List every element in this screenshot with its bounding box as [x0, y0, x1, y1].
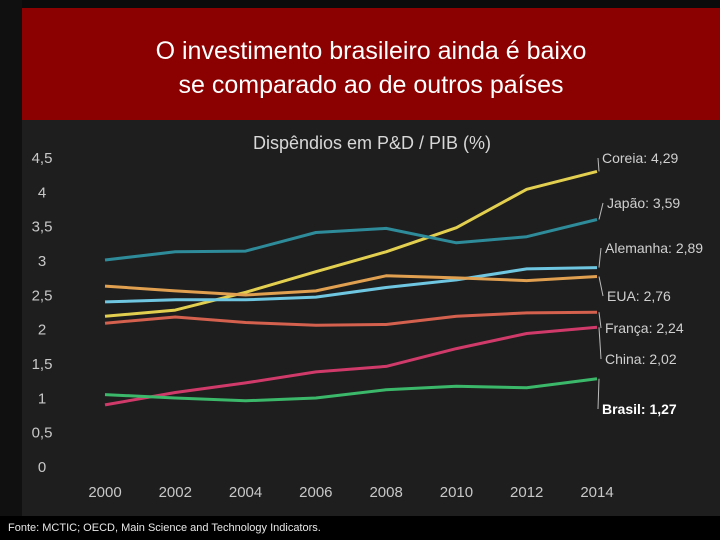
y-tick-label: 4 — [38, 184, 46, 201]
series-line-china — [104, 325, 598, 407]
connector-franca — [598, 312, 602, 329]
connector-coreia — [597, 157, 600, 172]
chart-title: Dispêndios em P&D / PIB (%) — [253, 133, 491, 153]
series-label-eua: EUA: 2,76 — [607, 288, 671, 304]
x-tick-label: 2000 — [88, 484, 121, 501]
chart-panel: Dispêndios em P&D / PIB (%) 0 0,5 1 1,5 2 2,5… — [22, 120, 720, 516]
y-tick-label: 1 — [38, 390, 46, 407]
x-tick-label: 2004 — [229, 484, 262, 501]
connector-alemanha — [598, 247, 602, 268]
y-tick-label: 0,5 — [32, 425, 53, 442]
connector-eua — [598, 276, 604, 297]
connector-japao — [598, 202, 604, 220]
series-label-japao: Japão: 3,59 — [607, 195, 680, 211]
y-tick-label: 2,5 — [32, 287, 53, 304]
y-tick-label: 3,5 — [32, 219, 53, 236]
series-line-eua — [104, 274, 598, 297]
banner-title-line-1: O investimento brasileiro ainda é baixo — [155, 37, 587, 65]
x-tick-label: 2008 — [369, 484, 402, 501]
series-label-china: China: 2,02 — [605, 351, 677, 367]
series-line-brasil — [104, 377, 598, 403]
x-tick-label: 2002 — [159, 484, 192, 501]
y-tick-label: 2 — [38, 322, 46, 339]
series-line-alemanha — [104, 266, 598, 304]
source-footnote: Fonte: MCTIC; OECD, Main Science and Tec… — [0, 516, 720, 540]
y-tick-label: 1,5 — [32, 356, 53, 373]
y-tick-label: 0 — [38, 459, 46, 476]
series-label-franca: França: 2,24 — [605, 320, 684, 336]
connector-brasil — [597, 378, 600, 410]
y-tick-label: 3 — [38, 253, 46, 270]
series-label-coreia: Coreia: 4,29 — [602, 150, 678, 166]
series-line-japao — [104, 218, 598, 262]
series-label-alemanha: Alemanha: 2,89 — [605, 240, 703, 256]
title-banner: O investimento brasileiro ainda é baixo … — [22, 8, 720, 120]
x-tick-label: 2012 — [510, 484, 543, 501]
banner-title-line-2: se comparado ao de outros países — [178, 71, 564, 99]
x-tick-label: 2014 — [580, 484, 613, 501]
series-label-brasil: Brasil: 1,27 — [602, 401, 677, 417]
connector-china — [598, 327, 602, 360]
y-tick-label: 4,5 — [32, 150, 53, 167]
left-edge — [0, 0, 22, 540]
line-chart: Dispêndios em P&D / PIB (%) 0 0,5 1 1,5 2 2,5… — [32, 133, 704, 501]
series-line-coreia — [104, 169, 598, 318]
x-tick-label: 2010 — [440, 484, 473, 501]
x-tick-label: 2006 — [299, 484, 332, 501]
series-line-franca — [104, 310, 598, 327]
